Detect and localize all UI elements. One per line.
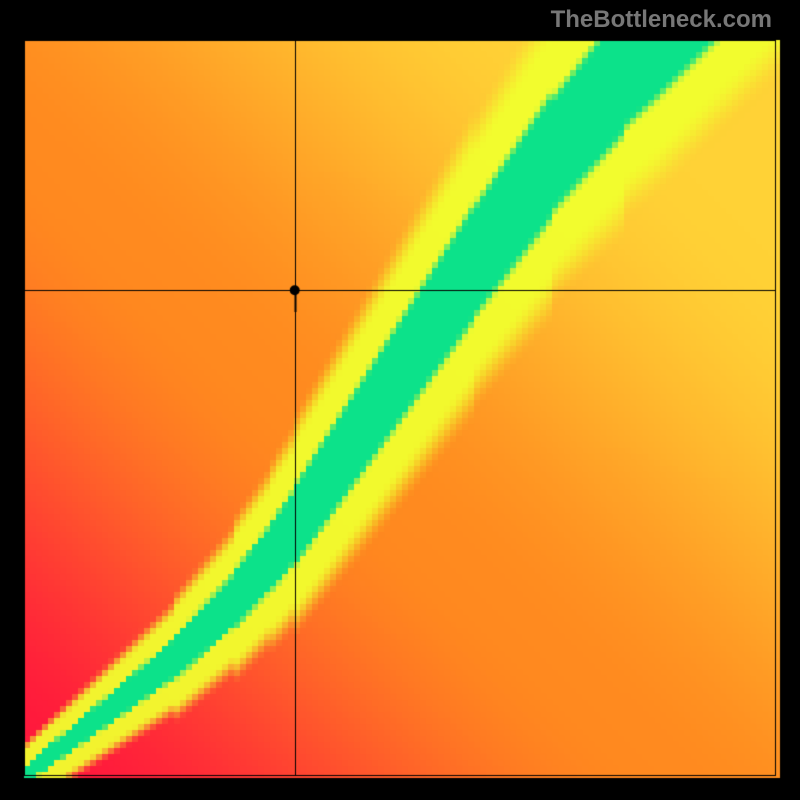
- watermark-text: TheBottleneck.com: [551, 6, 772, 34]
- chart-container: TheBottleneck.com: [0, 0, 800, 800]
- bottleneck-heatmap: [0, 0, 800, 800]
